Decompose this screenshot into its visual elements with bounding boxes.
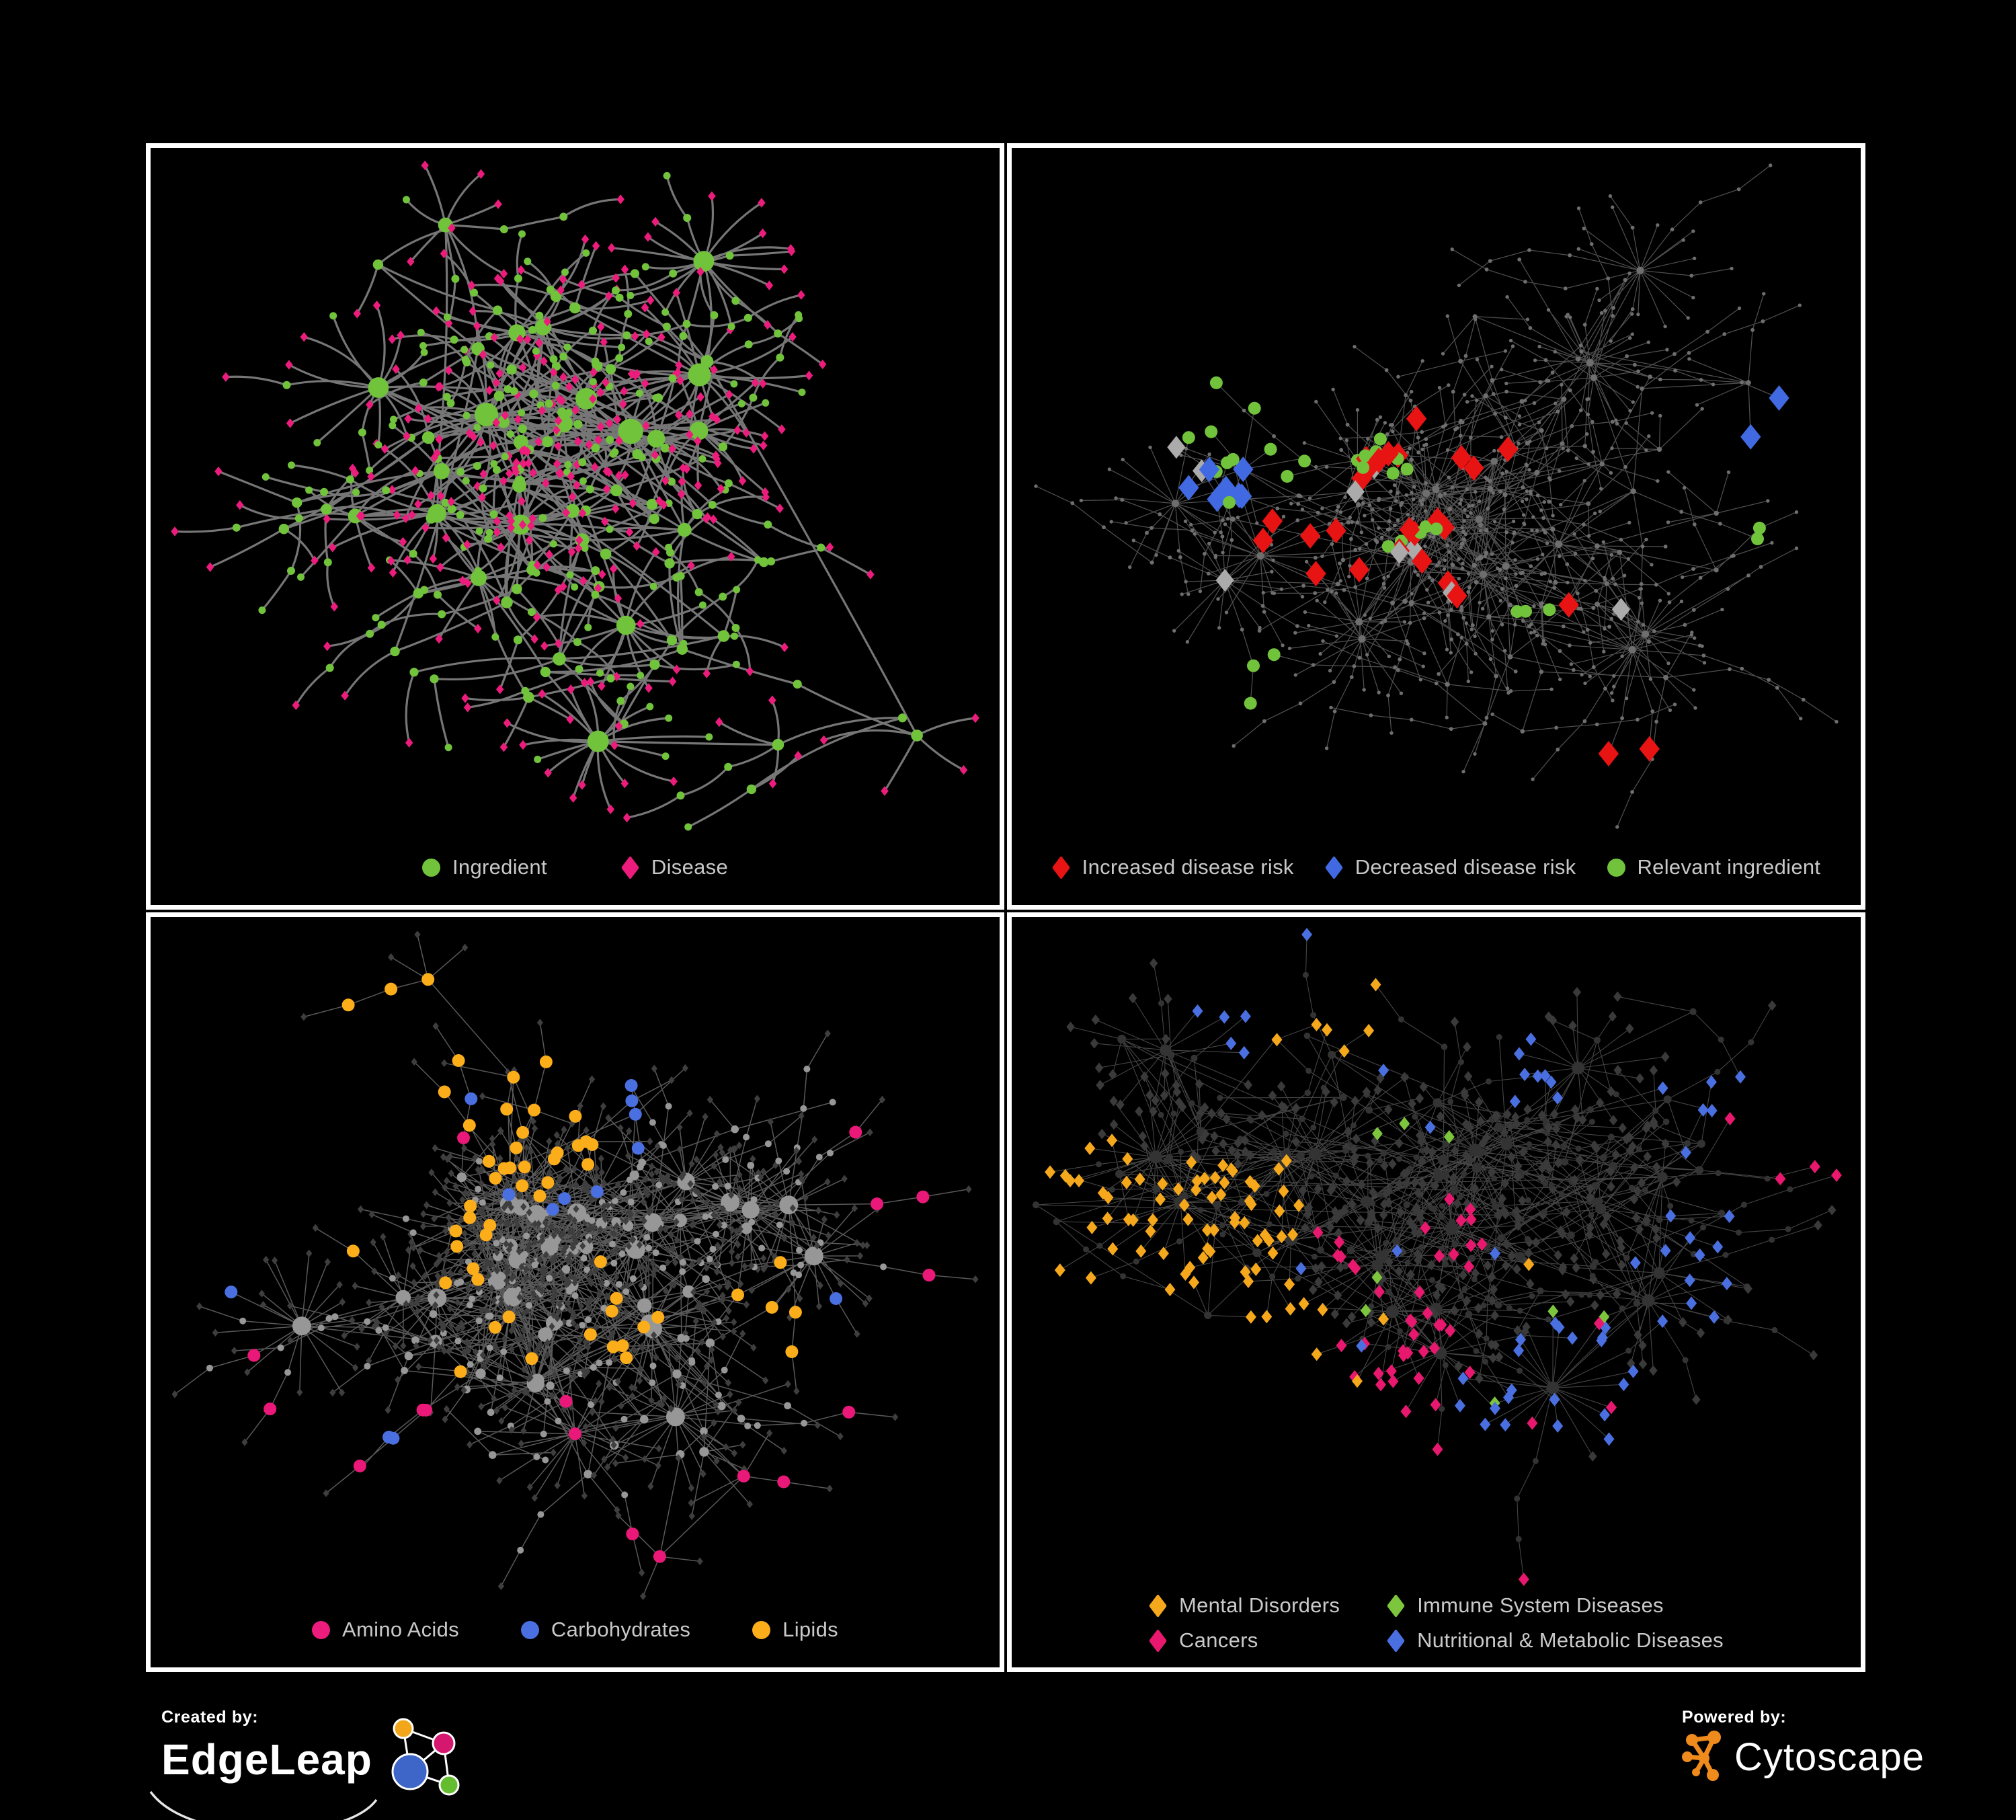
legend-label: Increased disease risk: [1082, 855, 1294, 879]
legend-label: Relevant ingredient: [1637, 855, 1821, 879]
legend-marker-circle: [1607, 858, 1625, 877]
panel-disease-risk: Increased disease risk Decreased disease …: [1007, 143, 1865, 910]
cytoscape-credit: Powered by:: [1682, 1708, 1925, 1784]
legend-item: Nutritional & Metabolic Diseases: [1387, 1628, 1724, 1653]
legend-label: Ingredient: [452, 855, 547, 879]
edgeleap-credit: Created by: EdgeLeap: [149, 1708, 469, 1820]
legend-label: Lipids: [782, 1618, 838, 1641]
disease-categories-network: [1032, 928, 1842, 1586]
legend-item: Amino Acids: [312, 1618, 459, 1642]
legend-marker-circle: [422, 858, 440, 877]
cytoscape-logo-icon: [1682, 1731, 1721, 1781]
legend-item: Cancers: [1149, 1628, 1340, 1653]
legend-marker-circle: [312, 1620, 331, 1639]
legend-marker-diamond: [1324, 855, 1343, 879]
panel-ingredient-disease: Ingredient Disease: [146, 143, 1004, 910]
legend-item: Relevant ingredient: [1607, 855, 1821, 879]
legend-marker-diamond: [1387, 1593, 1406, 1618]
legend-item: Mental Disorders: [1149, 1593, 1340, 1618]
cytoscape-wordmark: Cytoscape: [1734, 1735, 1925, 1779]
ingredient-disease-legend: Ingredient Disease: [151, 855, 1000, 879]
legend-item: Increased disease risk: [1051, 855, 1294, 879]
powered-by-label: Powered by:: [1682, 1708, 1787, 1727]
legend-item: Lipids: [752, 1618, 838, 1642]
legend-marker-circle: [752, 1620, 771, 1639]
disease-risk-legend: Increased disease risk Decreased disease …: [1012, 855, 1861, 879]
edgeleap-logo-icon: [391, 1718, 460, 1796]
legend-item: Immune System Diseases: [1387, 1593, 1724, 1618]
edgeleap-wordmark: EdgeLeap: [161, 1735, 372, 1784]
legend-label: Cancers: [1179, 1628, 1258, 1652]
legend-label: Decreased disease risk: [1355, 855, 1576, 879]
legend-marker-diamond: [1149, 1593, 1167, 1618]
panel-disease-categories: Mental Disorders Immune System Diseases Ca…: [1007, 912, 1865, 1672]
legend-marker-diamond: [1387, 1628, 1406, 1653]
legend-label: Nutritional & Metabolic Diseases: [1417, 1628, 1724, 1652]
legend-marker-diamond: [620, 855, 639, 879]
legend-item: Disease: [620, 855, 728, 879]
legend-marker-circle: [520, 1620, 539, 1639]
legend-item: Ingredient: [422, 855, 547, 879]
ingredient-disease-network: [171, 160, 979, 831]
disease-risk-network: [1034, 163, 1839, 829]
legend-label: Carbohydrates: [551, 1618, 691, 1641]
legend-label: Mental Disorders: [1179, 1593, 1340, 1617]
legend-marker-diamond: [1051, 855, 1070, 879]
panel-nutrient-categories: Amino Acids Carbohydrates Lipids: [146, 912, 1004, 1672]
legend-marker-diamond: [1149, 1628, 1167, 1653]
disease-categories-legend: Mental Disorders Immune System Diseases Ca…: [1012, 1593, 1861, 1653]
nutrient-categories-network: [171, 931, 979, 1600]
created-by-label: Created by:: [161, 1708, 259, 1727]
nutrient-categories-legend: Amino Acids Carbohydrates Lipids: [151, 1618, 1000, 1642]
legend-label: Amino Acids: [342, 1618, 459, 1641]
legend-label: Disease: [651, 855, 728, 879]
legend-label: Immune System Diseases: [1417, 1593, 1664, 1617]
legend-item: Carbohydrates: [520, 1618, 691, 1642]
legend-item: Decreased disease risk: [1324, 855, 1576, 879]
